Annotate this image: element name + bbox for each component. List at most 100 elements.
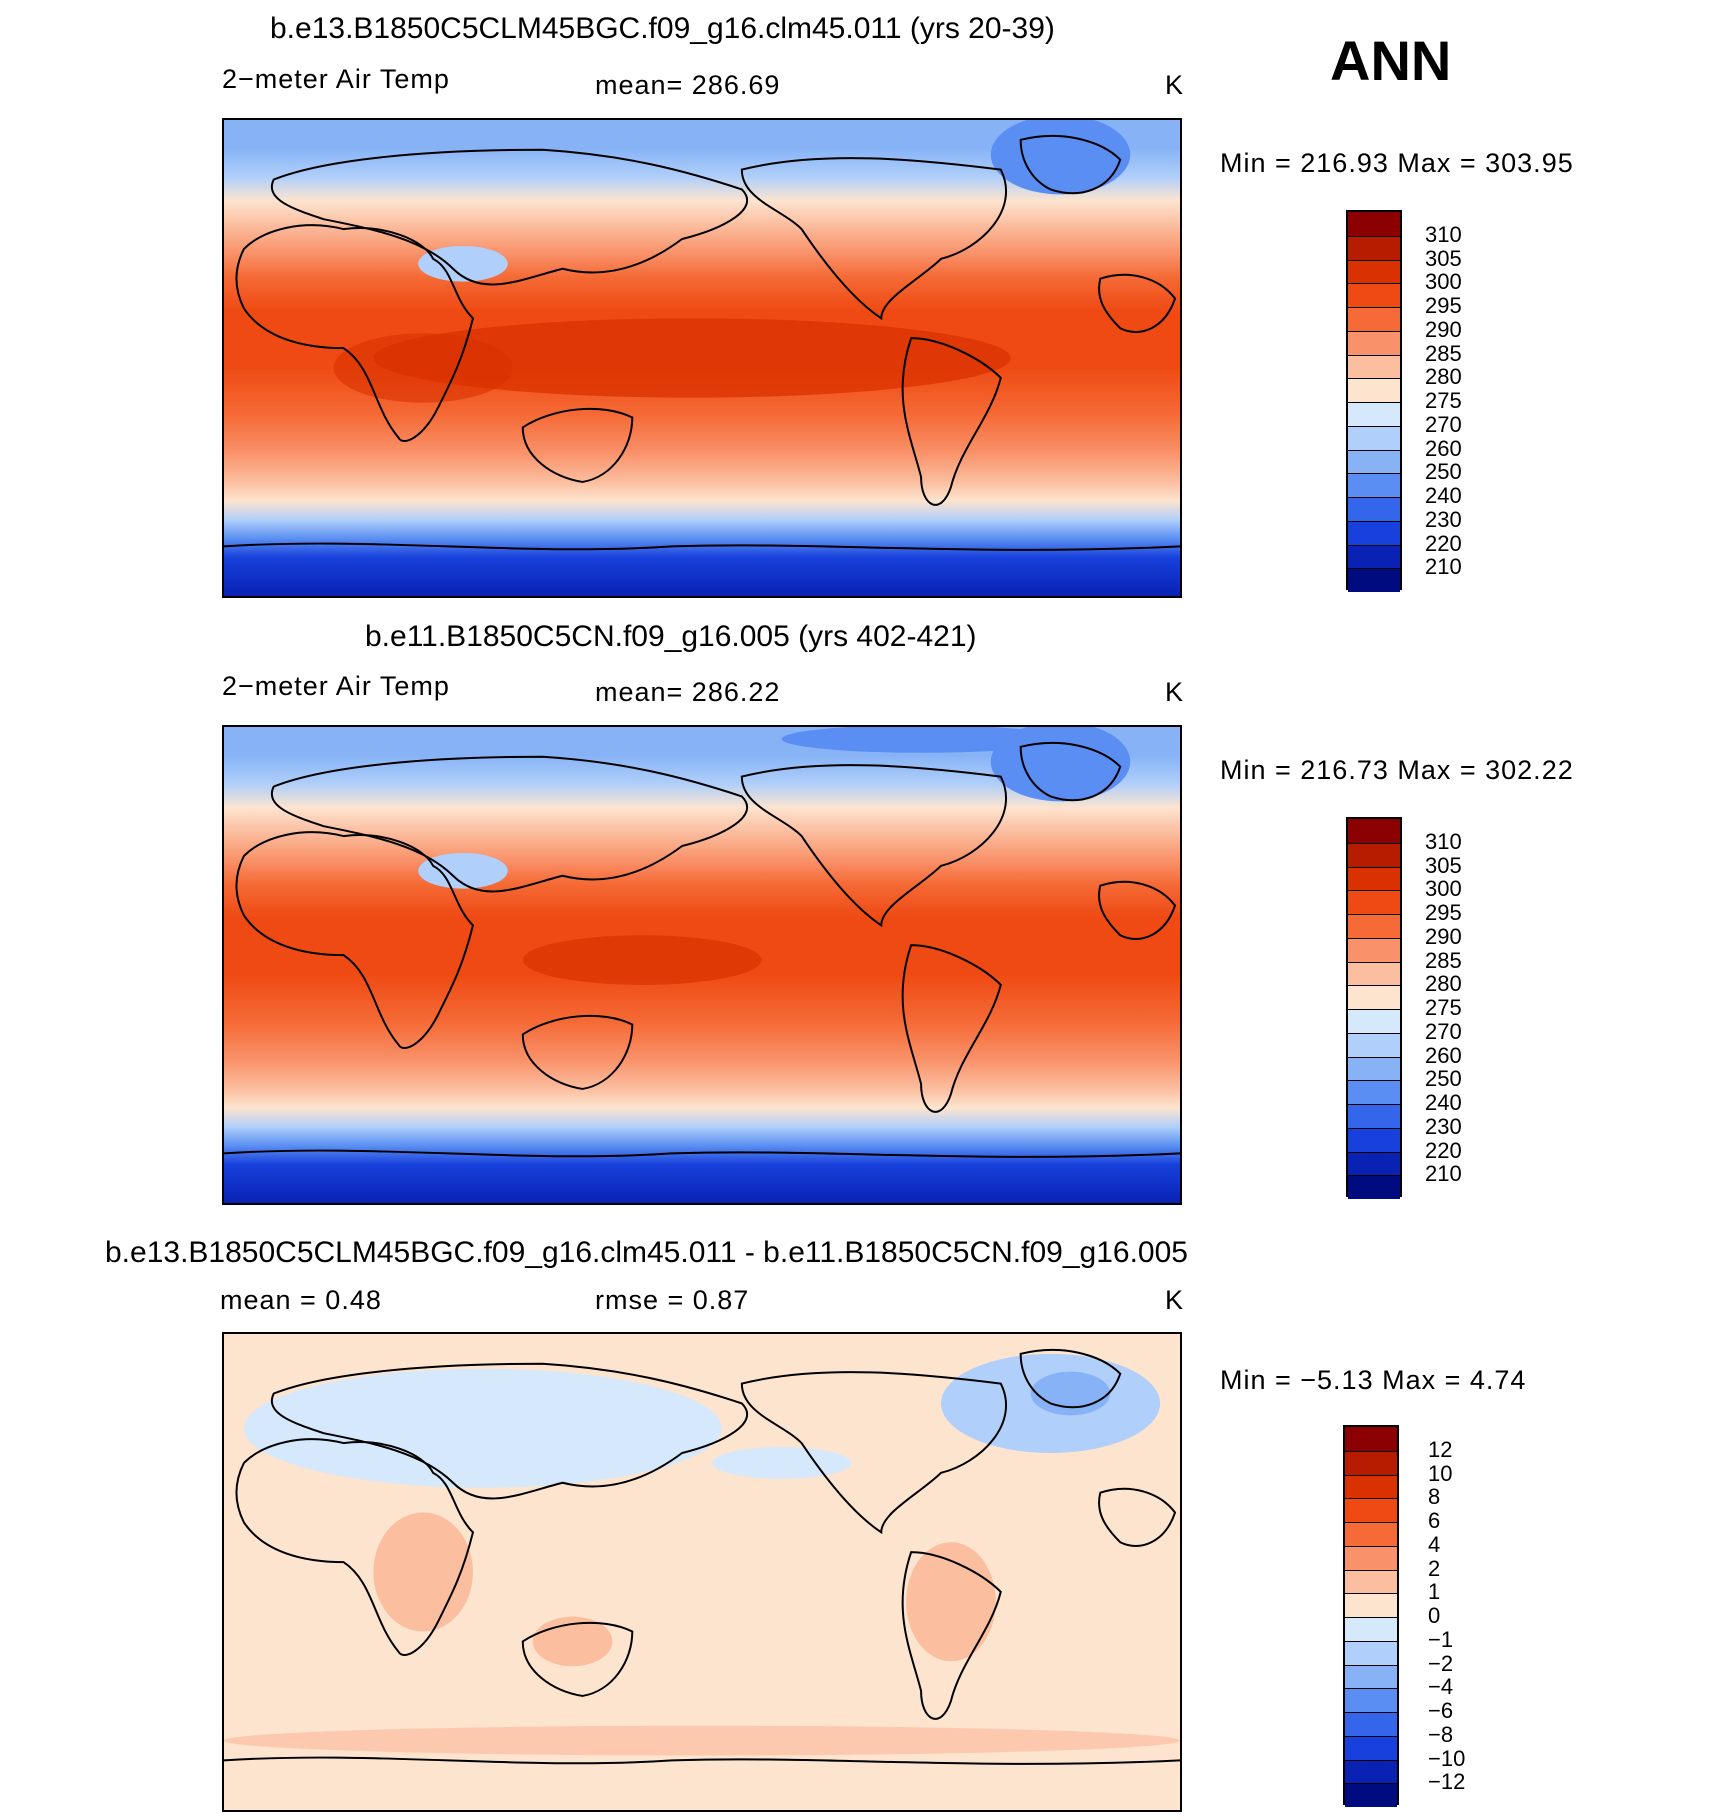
season-label: ANN [1330,29,1452,92]
panel-1-colorbar-label: 250 [1425,459,1462,484]
panel-2-mean: mean= 286.22 [595,677,781,707]
panel-1-minmax: Min = 216.93 Max = 303.95 [1220,148,1574,178]
panel-3-colorbar-label: −8 [1428,1722,1454,1747]
panel-2-colorbar [1346,817,1402,1199]
panel-2-colorbar-label: 290 [1425,924,1462,949]
panel-2-map [222,725,1182,1205]
panel-2-colorbar-label: 220 [1425,1138,1462,1163]
panel-3-title: b.e13.B1850C5CLM45BGC.f09_g16.clm45.011 … [105,1236,1188,1269]
panel-2-colorbar-swatch [1348,1009,1400,1033]
panel-3-colorbar-swatch [1345,1640,1397,1665]
panel-3-minmax: Min = −5.13 Max = 4.74 [1220,1365,1527,1395]
panel-2-variable: 2−meter Air Temp [222,671,450,701]
panel-3-colorbar [1343,1425,1399,1807]
panel-1-colorbar-label: 210 [1425,554,1462,579]
panel-3-mean: mean = 0.48 [220,1285,382,1315]
panel-1-colorbar-label: 270 [1425,412,1462,437]
panel-3-colorbar-label: −12 [1428,1769,1466,1794]
panel-3-map [222,1332,1182,1812]
panel-1-colorbar-swatch [1348,259,1400,284]
panel-2-minmax: Min = 216.73 Max = 302.22 [1220,755,1574,785]
panel-3-colorbar-swatch [1345,1498,1397,1522]
panel-1-colorbar-label: 275 [1425,388,1462,413]
panel-1-colorbar-swatch [1348,235,1400,260]
panel-3-colorbar-label: −1 [1428,1627,1454,1652]
panel-1-colorbar-label: 290 [1425,317,1462,342]
panel-3-colorbar-swatch [1345,1783,1397,1807]
panel-1-units: K [1165,70,1185,100]
panel-1-mean: mean= 286.69 [595,70,781,100]
panel-3-colorbar-label: −6 [1428,1698,1454,1723]
panel-3-colorbar-swatch [1345,1759,1397,1784]
panel-2-colorbar-label: 280 [1425,971,1462,996]
panel-2-colorbar-swatch [1348,937,1400,962]
panel-2-colorbar-label: 240 [1425,1090,1462,1115]
panel-2-colorbar-swatch [1348,1032,1400,1057]
panel-1-colorbar-swatch [1348,473,1400,497]
panel-1-colorbar-swatch [1348,283,1400,307]
panel-1-colorbar-swatch [1348,497,1400,521]
panel-2-colorbar-swatch [1348,985,1400,1009]
panel-3-colorbar-swatch [1345,1474,1397,1499]
panel-2-colorbar-swatch [1348,1127,1400,1152]
panel-1-colorbar-label: 300 [1425,269,1462,294]
panel-2-colorbar-swatch [1348,890,1400,914]
panel-2-colorbar-swatch [1348,961,1400,986]
panel-3-colorbar-swatch [1345,1569,1397,1594]
panel-2-colorbar-label: 230 [1425,1114,1462,1139]
panel-3-colorbar-swatch [1345,1735,1397,1760]
panel-1-colorbar-swatch [1348,330,1400,355]
panel-3-colorbar-label: −10 [1428,1746,1466,1771]
panel-2-colorbar-label: 285 [1425,948,1462,973]
panel-3-colorbar-swatch [1345,1545,1397,1570]
panel-3-units: K [1165,1285,1185,1315]
panel-2-title: b.e11.B1850C5CN.f09_g16.005 (yrs 402-421… [365,620,977,653]
panel-1-colorbar-swatch [1348,568,1400,592]
panel-1-colorbar-label: 295 [1425,293,1462,318]
panel-3-colorbar-label: −2 [1428,1651,1454,1676]
panel-1-colorbar-swatch [1348,354,1400,379]
panel-1-map [222,118,1182,598]
panel-2-colorbar-label: 260 [1425,1043,1462,1068]
panel-1-colorbar-swatch [1348,425,1400,450]
panel-3-colorbar-label: 1 [1428,1579,1441,1604]
panel-2-colorbar-label: 300 [1425,876,1462,901]
panel-2-colorbar-swatch [1348,1151,1400,1176]
panel-1-variable: 2−meter Air Temp [222,64,450,94]
panel-3-colorbar-label: 4 [1428,1532,1441,1557]
panel-2-colorbar-swatch [1348,1104,1400,1128]
panel-2-colorbar-label: 310 [1425,829,1462,854]
panel-1-colorbar-label: 240 [1425,483,1462,508]
panel-1-colorbar-swatch [1348,378,1400,402]
panel-1-colorbar-label: 305 [1425,246,1462,271]
panel-1-colorbar-swatch [1348,544,1400,569]
panel-1-colorbar-label: 280 [1425,364,1462,389]
panel-3-colorbar-swatch [1345,1688,1397,1712]
panel-3-map-canvas [224,1334,1180,1810]
panel-3-colorbar-swatch [1345,1617,1397,1641]
panel-1-colorbar [1346,210,1402,592]
panel-1-title: b.e13.B1850C5CLM45BGC.f09_g16.clm45.011 … [270,12,1055,45]
panel-3-colorbar-label: 0 [1428,1603,1441,1628]
panel-3-rmse: rmse = 0.87 [595,1285,750,1315]
panel-2-colorbar-label: 295 [1425,900,1462,925]
panel-2-colorbar-label: 270 [1425,1019,1462,1044]
panel-1-colorbar-label: 310 [1425,222,1462,247]
panel-2-colorbar-swatch [1348,842,1400,867]
panel-2-colorbar-swatch [1348,1056,1400,1081]
panel-1-map-canvas [224,120,1180,596]
panel-3-colorbar-label: 8 [1428,1484,1441,1509]
panel-2-colorbar-label: 305 [1425,853,1462,878]
panel-2-colorbar-label: 275 [1425,995,1462,1020]
panel-3-colorbar-swatch [1345,1427,1397,1451]
panel-2-colorbar-swatch [1348,1175,1400,1199]
panel-1-colorbar-swatch [1348,212,1400,236]
panel-2-colorbar-swatch [1348,819,1400,843]
panel-3-colorbar-swatch [1345,1664,1397,1689]
panel-2-colorbar-swatch [1348,1080,1400,1104]
panel-3-colorbar-label: −4 [1428,1674,1454,1699]
panel-3-colorbar-label: 6 [1428,1508,1441,1533]
panel-3-colorbar-swatch [1345,1450,1397,1475]
panel-3-colorbar-label: 10 [1428,1461,1453,1486]
panel-2-colorbar-label: 210 [1425,1161,1462,1186]
